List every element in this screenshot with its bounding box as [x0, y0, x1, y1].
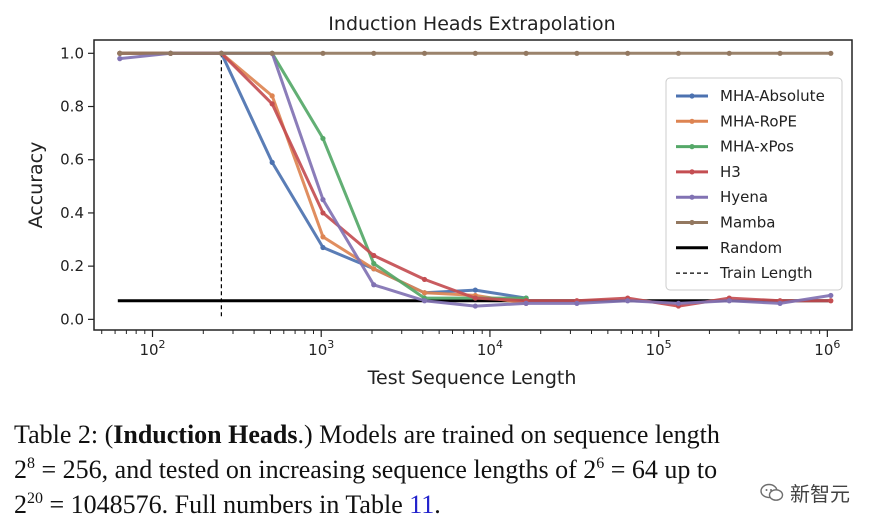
data-point-mha-rope: [320, 234, 326, 240]
data-point-mamba: [421, 50, 428, 56]
data-point-mamba: [828, 50, 834, 56]
legend-label-mamba: Mamba: [720, 214, 775, 232]
y-axis-label: Accuracy: [25, 142, 47, 229]
data-point-hyena: [472, 303, 478, 309]
data-point-mamba: [777, 50, 783, 56]
legend-marker-hyena: [689, 194, 695, 200]
chart-title: Induction Heads Extrapolation: [328, 13, 615, 35]
data-point-mamba: [269, 50, 275, 56]
data-point-mha-absolute: [269, 159, 275, 165]
series-lines: [117, 50, 834, 309]
chart: Induction Heads Extrapolation 0.00.20.40…: [25, 13, 853, 389]
y-tick-label: 0.4: [60, 204, 84, 222]
y-tick-label: 0.8: [60, 98, 84, 116]
data-point-mamba: [574, 50, 580, 56]
table-caption: Table 2: (Induction Heads.) Models are t…: [14, 417, 874, 522]
data-point-hyena: [726, 298, 732, 304]
data-point-h3: [320, 210, 326, 216]
series-line-mha-absolute: [119, 51, 527, 300]
legend-label-train-length: Train Length: [719, 264, 813, 282]
table-11-link[interactable]: 11: [409, 490, 435, 519]
x-tick-label: 106: [814, 338, 840, 359]
data-point-mamba: [523, 50, 529, 56]
y-tick-label: 0.2: [60, 257, 84, 275]
data-point-mamba: [675, 50, 682, 56]
x-axis-label: Test Sequence Length: [367, 367, 577, 389]
data-point-mha-absolute: [472, 287, 478, 293]
legend-marker-mha-rope: [689, 118, 695, 124]
data-point-mha-absolute: [320, 244, 326, 251]
data-point-mamba: [167, 50, 174, 56]
data-point-h3: [472, 295, 478, 301]
data-point-hyena: [777, 300, 783, 306]
x-tick-label: 103: [308, 338, 334, 359]
data-point-hyena: [421, 298, 428, 304]
data-point-mamba: [625, 50, 631, 56]
series-line-mha-rope: [119, 51, 527, 305]
legend-marker-mha-absolute: [689, 93, 695, 99]
data-point-mamba: [117, 50, 123, 56]
caption-line-1: Table 2: (Induction Heads.) Models are t…: [14, 420, 720, 449]
legend-marker-h3: [689, 169, 695, 175]
data-point-hyena: [574, 300, 580, 306]
x-tick-label: 102: [139, 338, 165, 359]
legend-label-mha-rope: MHA-RoPE: [720, 112, 797, 130]
legend-marker-mamba: [689, 219, 695, 226]
data-point-h3: [828, 298, 834, 304]
data-point-mha-rope: [421, 290, 428, 296]
data-point-mamba: [218, 50, 224, 56]
y-tick-label: 0.0: [60, 310, 84, 328]
data-point-mamba: [371, 50, 377, 56]
legend-box: [665, 77, 843, 291]
legend-label-mha-xpos: MHA-xPos: [720, 138, 794, 156]
data-point-mamba: [320, 50, 326, 56]
data-point-mha-xpos: [371, 260, 377, 267]
data-point-hyena: [675, 300, 682, 306]
legend-marker-mha-xpos: [689, 144, 695, 150]
legend-label-mha-absolute: MHA-Absolute: [720, 87, 825, 105]
data-point-hyena: [371, 282, 377, 288]
legend-label-h3: H3: [720, 163, 741, 181]
data-point-mamba: [726, 50, 732, 56]
watermark: 新智元: [760, 478, 850, 507]
series-line-mha-xpos: [119, 51, 527, 300]
data-point-hyena: [523, 300, 529, 306]
legend-label-random: Random: [720, 239, 782, 257]
data-point-mamba: [472, 50, 478, 56]
data-point-hyena: [625, 298, 631, 304]
data-point-h3: [421, 276, 428, 283]
plot-frame: [93, 39, 853, 331]
x-tick-label: 105: [646, 338, 672, 359]
legend: MHA-Absolute MHA-RoPE MHA-xPos H3 Hyena Mamba…: [665, 77, 843, 291]
data-point-h3: [269, 101, 275, 107]
data-point-h3: [371, 252, 377, 259]
data-point-hyena: [828, 292, 834, 299]
legend-label-hyena: Hyena: [720, 188, 768, 206]
y-tick-label: 0.6: [60, 151, 84, 169]
caption-line-2: 28 = 256, and tested on increasing seque…: [14, 455, 718, 484]
caption-bold: Induction Heads: [113, 420, 298, 449]
data-point-mha-xpos: [320, 135, 326, 142]
data-point-hyena: [320, 197, 326, 203]
data-point-mha-rope: [371, 266, 377, 272]
axis-ticks: 0.0 0.2 0.4 0.6 0.8 1.0 102 103 104 105 106: [60, 44, 840, 359]
data-point-mha-rope: [269, 93, 275, 99]
x-tick-label: 104: [477, 338, 503, 359]
watermark-text: 新智元: [790, 482, 850, 506]
y-tick-label: 1.0: [60, 44, 84, 62]
wechat-icon: [760, 483, 784, 501]
caption-line-3: 220 = 1048576. Full numbers in Table 11.: [14, 490, 441, 519]
data-point-hyena: [117, 56, 123, 62]
